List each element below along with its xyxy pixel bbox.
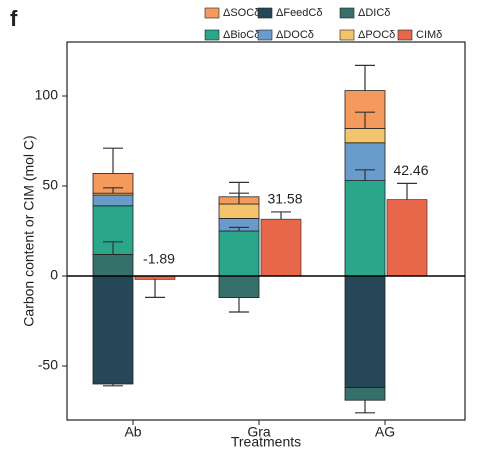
x-tick-label: Ab — [124, 424, 141, 440]
legend-label: ΔBioCδ — [223, 29, 260, 41]
bar-segment — [92, 253, 134, 277]
legend-label: ΔDICδ — [358, 7, 390, 19]
plot-frame — [66, 41, 466, 421]
legend-swatch — [204, 29, 220, 41]
legend-swatch — [397, 29, 413, 41]
y-tick-label: 0 — [50, 267, 58, 283]
y-tick-label: 50 — [42, 177, 58, 193]
bar-segment — [92, 275, 134, 385]
bar-segment — [344, 387, 386, 401]
x-tick-label: Gra — [247, 424, 271, 440]
bar-segment — [218, 203, 260, 219]
legend-label: ΔFeedCδ — [276, 7, 323, 19]
y-axis-title: Carbon content or CIM (mol C) — [21, 135, 37, 326]
x-axis-title: Treatments — [231, 434, 301, 450]
panel-label: f — [10, 6, 18, 31]
legend-swatch — [339, 29, 355, 41]
legend-label: CIMδ — [416, 29, 442, 41]
value-label: 31.58 — [267, 191, 302, 207]
bar-segment — [344, 180, 386, 277]
legend-label: ΔSOCδ — [223, 7, 260, 19]
bar-segment — [218, 230, 260, 277]
legend-label: ΔDOCδ — [276, 29, 314, 41]
legend-swatch — [257, 29, 273, 41]
value-label: 42.46 — [393, 162, 428, 178]
legend-swatch — [204, 7, 220, 19]
legend-swatch — [257, 7, 273, 19]
cim-bar — [260, 218, 302, 277]
legend-swatch — [339, 7, 355, 19]
legend-label: ΔPOCδ — [358, 29, 395, 41]
bar-segment — [92, 194, 134, 207]
x-tick-label: AG — [375, 424, 395, 440]
bar-segment — [344, 275, 386, 388]
y-tick-label: -50 — [38, 357, 58, 373]
bar-segment — [344, 127, 386, 144]
bar-segment — [218, 275, 260, 299]
value-label: -1.89 — [143, 251, 175, 267]
cim-bar — [386, 199, 428, 277]
y-tick-label: 100 — [35, 87, 59, 103]
